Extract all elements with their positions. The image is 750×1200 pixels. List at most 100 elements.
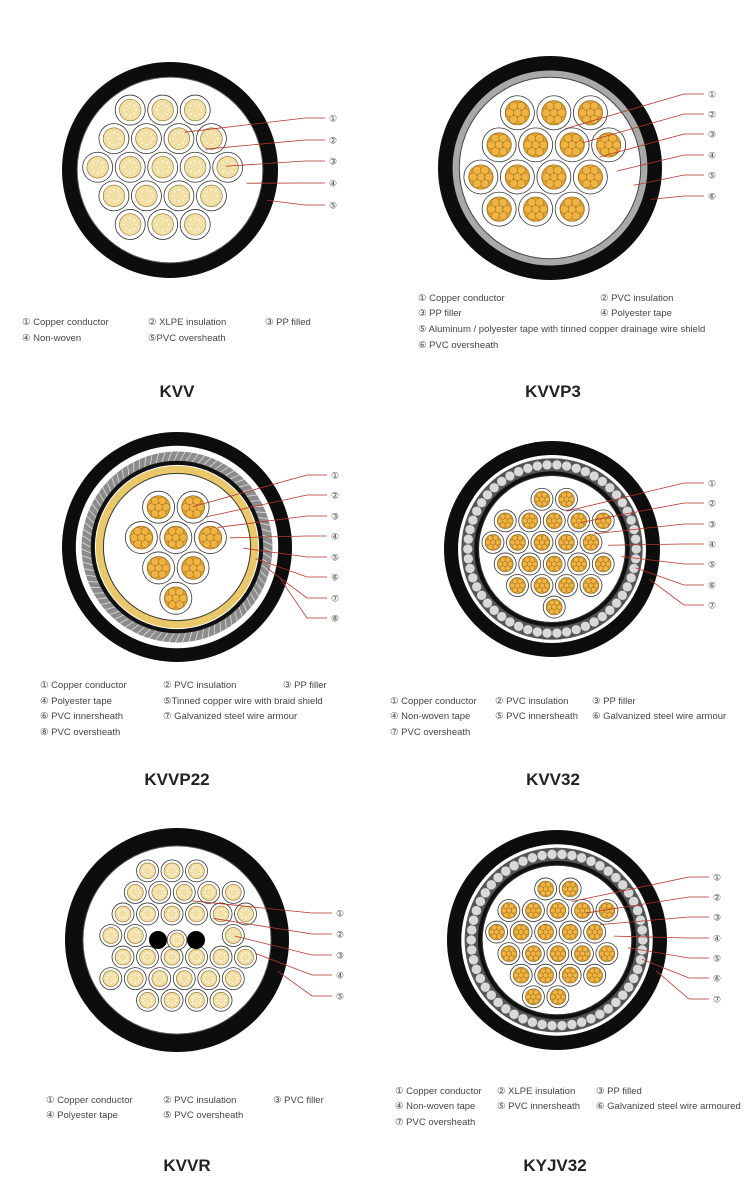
conductor-strand [561,500,567,507]
callout-number: ② [708,500,716,510]
conductor-strand [566,543,572,550]
conductor-strand [498,198,508,207]
strand-dot [117,190,119,193]
strand-dot [247,910,250,912]
strand-dot [90,166,93,169]
conductor-strand [566,535,572,541]
conductor-strand [573,522,580,529]
strand-dot [172,939,174,941]
conductor-strand [508,946,515,953]
armour-wire [546,849,558,860]
callout-number: ③ [708,521,716,531]
strand-dot [229,937,231,940]
conductor-strand [575,204,585,214]
conductor-strand [480,179,490,189]
strand-dot [158,973,161,976]
conductor-strand [196,563,205,573]
conductor-strand [513,972,520,979]
conductor-strand [606,946,613,953]
conductor-core [127,970,144,987]
conductor-strand [520,172,530,182]
armour-wire [631,543,642,555]
conductor-strand [529,565,536,572]
legend-item: ② PVC insulation [163,1095,237,1106]
conductor-strand [504,565,511,572]
armour-hatch [234,478,245,484]
strand-dot [125,227,127,230]
strand-dot [217,996,219,998]
armour-wire [628,896,639,907]
conductor-strand [590,586,597,593]
strand-dot [249,913,251,915]
armour-wire [504,616,515,628]
strand-dot [184,137,186,140]
strand-dot [141,190,143,193]
conductor-strand [557,989,564,996]
strand-dot [182,199,184,201]
strand-dot [220,1003,222,1006]
strand-dot [155,888,158,891]
armour-hatch [149,454,153,466]
callout-number: ① [708,480,716,490]
armour-hatch [106,481,112,492]
strand-dot [176,935,178,937]
strand-dot [217,953,219,955]
armour-hatch [259,522,271,526]
strand-dot [134,887,137,889]
conductor-strand [570,561,577,567]
strand-dot [122,951,124,954]
conductor-core [184,156,207,179]
legend-item: ④ Polyester tape [600,308,672,319]
leader-line [599,133,704,158]
conductor-strand [150,496,160,505]
conductor-strand [564,933,571,940]
conductor-strand [535,950,542,957]
strand-dot [236,977,239,980]
conductor-strand [192,570,201,579]
strand-dot [247,916,250,918]
conductor-strand [490,133,500,143]
strand-dot [166,956,169,958]
legend-item: ⑥ PVC oversheath [418,340,499,351]
armour-wire [594,1009,606,1020]
conductor-core [163,905,181,923]
strand-dot [133,162,136,164]
callout-number: ④ [336,972,344,982]
strand-dot [174,959,176,961]
strand-dot [207,896,210,898]
conductor-strand [553,522,560,529]
strand-dot [151,870,153,872]
armour-hatch [114,614,125,620]
strand-dot [195,951,198,954]
armour-wire [464,524,476,535]
conductor-strand [544,539,550,546]
conductor-strand [548,513,555,520]
conductor-strand [593,108,603,118]
leader-line [571,876,709,902]
armour-hatch [242,602,248,613]
strand-dot [142,999,144,1001]
conductor-strand [508,911,515,918]
strand-dot [200,913,202,915]
conductor-strand [509,582,516,589]
conductor-strand [487,204,496,214]
strand-dot [162,894,164,897]
strand-dot [191,870,193,872]
conductor-core [102,927,120,944]
conductor-core [119,98,142,122]
strand-dot [134,896,137,898]
armour-hatch [191,453,199,463]
strand-dot [232,896,235,898]
conductor-strand [509,115,518,124]
legend-item: ③ PP filled [596,1086,642,1097]
strand-dot [167,223,170,226]
armour-hatch [98,492,105,502]
armour-hatch [203,457,212,466]
strand-dot [198,219,201,221]
strand-dot [149,959,152,961]
strand-dot [229,888,231,891]
conductor-strand [520,976,527,983]
strand-dot [183,896,186,898]
strand-dot [168,910,170,912]
